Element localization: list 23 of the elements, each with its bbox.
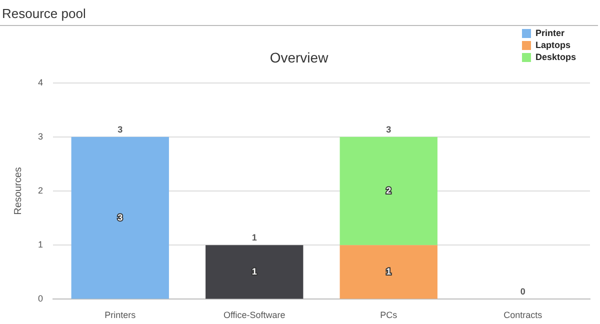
y-tick-label: 4 <box>38 77 44 88</box>
x-tick-label: Office-Software <box>223 310 286 320</box>
data-label: 2 <box>386 185 392 196</box>
y-axis-title: Resources <box>12 167 24 215</box>
data-label: 1 <box>252 266 257 276</box>
data-label: 1 <box>386 266 392 276</box>
legend-label: Desktops <box>535 52 576 62</box>
x-tick-label: Contracts <box>504 310 543 320</box>
text: 0 <box>520 286 526 297</box>
legend-label: Printer <box>535 28 565 38</box>
legend-label: Laptops <box>535 40 570 50</box>
total-label: 3 <box>386 124 392 134</box>
y-tick-label: 3 <box>38 131 44 142</box>
y-tick-label: 2 <box>38 185 44 196</box>
x-tick-label: Printers <box>104 310 136 320</box>
chart-title: Overview <box>270 49 330 66</box>
total-label: 1 <box>252 232 257 243</box>
x-tick-label: PCs <box>380 310 398 320</box>
chart-subtitle: Resource pool <box>0 0 598 26</box>
y-tick-label: 0 <box>38 294 44 304</box>
y-tick-label: 1 <box>38 240 44 250</box>
total-label: 3 <box>118 124 123 134</box>
data-label: 3 <box>118 212 123 222</box>
